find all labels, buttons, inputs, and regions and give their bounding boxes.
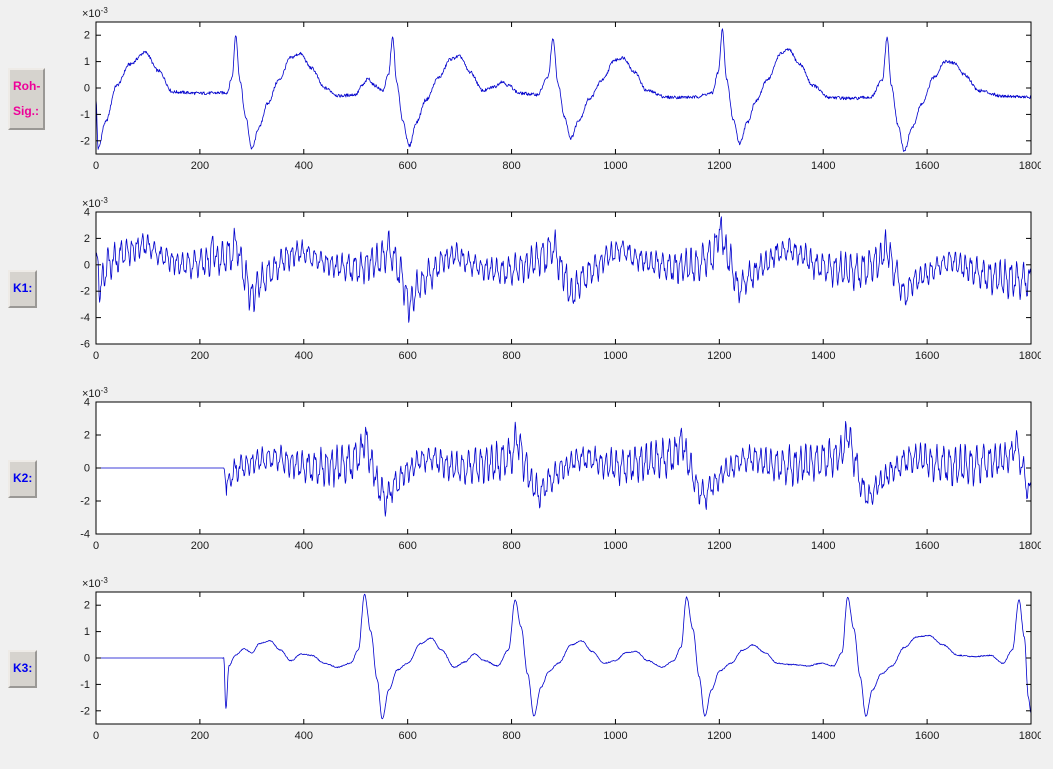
axes-box bbox=[95, 211, 1032, 345]
svg-text:0: 0 bbox=[84, 259, 90, 271]
plot-area bbox=[96, 22, 1031, 154]
svg-text:200: 200 bbox=[191, 730, 209, 742]
svg-text:1800: 1800 bbox=[1019, 730, 1041, 742]
svg-text:1800: 1800 bbox=[1019, 350, 1041, 362]
x-axis: 0 200 400 600 800 1000 1200 1400 1600 1800 bbox=[93, 22, 1041, 172]
y-axis-exponent-label: ×10-3 bbox=[82, 6, 108, 20]
svg-text:4: 4 bbox=[84, 397, 90, 409]
svg-text:1000: 1000 bbox=[603, 350, 627, 362]
svg-text:600: 600 bbox=[398, 730, 416, 742]
svg-text:-2: -2 bbox=[80, 705, 90, 717]
svg-text:1600: 1600 bbox=[915, 730, 939, 742]
svg-text:200: 200 bbox=[191, 350, 209, 362]
plot-k1: 0 200 400 600 800 1000 1200 1400 1600 1800-6-4-20… bbox=[80, 196, 1041, 362]
svg-text:800: 800 bbox=[502, 540, 520, 552]
y-axis-exponent-label: ×10-3 bbox=[82, 196, 108, 210]
plot-k3: 0 200 400 600 800 1000 1200 1400 1600 1800 -2 -1 0 1 2… bbox=[80, 576, 1041, 742]
plot-area bbox=[96, 592, 1031, 724]
svg-text:-1: -1 bbox=[80, 679, 90, 691]
plot-area bbox=[96, 212, 1031, 344]
svg-text:400: 400 bbox=[295, 730, 313, 742]
svg-text:1: 1 bbox=[84, 56, 90, 68]
y-axis-exponent-label: ×10-3 bbox=[82, 576, 108, 590]
svg-text:1200: 1200 bbox=[707, 350, 731, 362]
svg-text:-1: -1 bbox=[80, 109, 90, 121]
svg-text:1600: 1600 bbox=[915, 540, 939, 552]
svg-text:600: 600 bbox=[398, 160, 416, 172]
svg-text:-4: -4 bbox=[80, 312, 90, 324]
svg-text:1200: 1200 bbox=[707, 730, 731, 742]
svg-text:1400: 1400 bbox=[811, 540, 835, 552]
label-col-k2: K2: bbox=[6, 384, 56, 574]
svg-text:1400: 1400 bbox=[811, 350, 835, 362]
chart-row-k1: K1: 0 200 400 600 800 1000 1200 1400 1600 1800 -6-… bbox=[6, 194, 1045, 384]
svg-text:0: 0 bbox=[93, 540, 99, 552]
svg-text:1600: 1600 bbox=[915, 350, 939, 362]
svg-text:1800: 1800 bbox=[1019, 540, 1041, 552]
svg-text:1400: 1400 bbox=[811, 730, 835, 742]
svg-text:2: 2 bbox=[84, 600, 90, 612]
svg-text:-4: -4 bbox=[80, 529, 90, 541]
svg-text:-2: -2 bbox=[80, 286, 90, 298]
signal-trace bbox=[96, 593, 1031, 720]
svg-text:800: 800 bbox=[502, 730, 520, 742]
k1-label-button[interactable]: K1: bbox=[8, 270, 38, 308]
y-axis: -6 -4 -2 0 2 4 bbox=[80, 207, 1031, 351]
svg-text:0: 0 bbox=[84, 463, 90, 475]
signal-trace bbox=[96, 421, 1031, 517]
plot-k2: 0 200 400 600 800 1000 1200 1400 1600 1800 -4 -2 0 2 4… bbox=[80, 386, 1041, 552]
svg-text:0: 0 bbox=[84, 653, 90, 665]
svg-text:1000: 1000 bbox=[603, 540, 627, 552]
k3-label-button[interactable]: K3: bbox=[8, 650, 38, 688]
chart-row-k2: K2: 0 200 400 600 800 1000 1200 1400 1600 1800 -4-… bbox=[6, 384, 1045, 574]
svg-text:1400: 1400 bbox=[811, 160, 835, 172]
svg-text:2: 2 bbox=[84, 233, 90, 245]
rohsig-label-button[interactable]: Roh- Sig.: bbox=[8, 67, 46, 131]
svg-text:800: 800 bbox=[502, 160, 520, 172]
x-axis: 0 200 400 600 800 1000 1200 1400 1600 1800 bbox=[93, 212, 1041, 362]
label-col-k3: K3: bbox=[6, 574, 56, 764]
svg-text:600: 600 bbox=[398, 540, 416, 552]
chart-row-k3: K3: 0 200 400 600 800 1000 1200 1400 1600 1800 -2-… bbox=[6, 574, 1045, 764]
svg-text:-6: -6 bbox=[80, 339, 90, 351]
y-axis: -2 -1 0 1 2 bbox=[80, 600, 1031, 717]
svg-text:1200: 1200 bbox=[707, 160, 731, 172]
svg-text:800: 800 bbox=[502, 350, 520, 362]
plot-area bbox=[96, 402, 1031, 534]
x-axis: 0 200 400 600 800 1000 1200 1400 1600 1800 bbox=[93, 592, 1041, 742]
svg-text:200: 200 bbox=[191, 160, 209, 172]
k2-label-button[interactable]: K2: bbox=[8, 460, 38, 498]
svg-text:400: 400 bbox=[295, 350, 313, 362]
svg-text:0: 0 bbox=[84, 83, 90, 95]
svg-text:1200: 1200 bbox=[707, 540, 731, 552]
y-axis-exponent-label: ×10-3 bbox=[82, 386, 108, 400]
svg-text:0: 0 bbox=[93, 350, 99, 362]
svg-text:400: 400 bbox=[295, 540, 313, 552]
svg-text:1: 1 bbox=[84, 626, 90, 638]
svg-text:-2: -2 bbox=[80, 496, 90, 508]
svg-text:4: 4 bbox=[84, 207, 90, 219]
plot-roh-signal: 0 200 400 600 800 1000 1200 1400 1600 1800 -2 -1 0 1 2… bbox=[80, 6, 1041, 172]
svg-text:2: 2 bbox=[84, 430, 90, 442]
x-axis: 0 200 400 600 800 1000 1200 1400 1600 1800 bbox=[93, 402, 1041, 552]
signal-trace bbox=[96, 216, 1031, 323]
svg-text:1000: 1000 bbox=[603, 730, 627, 742]
svg-text:400: 400 bbox=[295, 160, 313, 172]
svg-text:600: 600 bbox=[398, 350, 416, 362]
svg-text:0: 0 bbox=[93, 160, 99, 172]
svg-text:0: 0 bbox=[93, 730, 99, 742]
y-axis: -2 -1 0 1 2 bbox=[80, 30, 1031, 147]
svg-text:1600: 1600 bbox=[915, 160, 939, 172]
label-col-k1: K1: bbox=[6, 194, 56, 384]
svg-text:1800: 1800 bbox=[1019, 160, 1041, 172]
svg-text:1000: 1000 bbox=[603, 160, 627, 172]
svg-text:2: 2 bbox=[84, 30, 90, 42]
svg-text:200: 200 bbox=[191, 540, 209, 552]
signal-trace bbox=[96, 28, 1031, 152]
y-axis: -4 -2 0 2 4 bbox=[80, 397, 1031, 541]
chart-row-rohsig: Roh- Sig.: 0 200 400 600 800 1000 1200 1400 1600… bbox=[6, 4, 1045, 194]
label-col-rohsig: Roh- Sig.: bbox=[6, 4, 56, 194]
svg-text:-2: -2 bbox=[80, 135, 90, 147]
